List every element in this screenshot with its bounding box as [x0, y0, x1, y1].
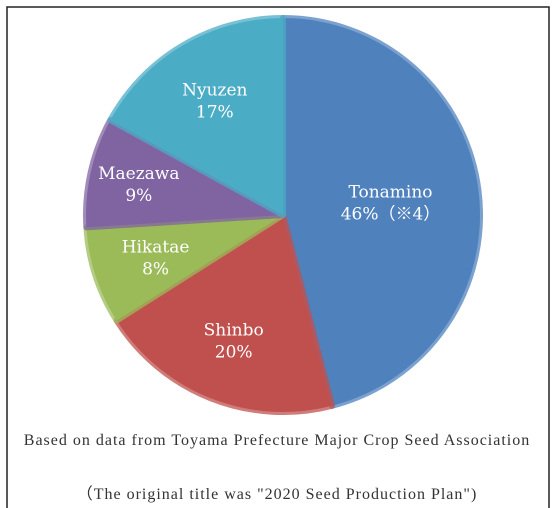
category-label: Maezawa — [98, 164, 179, 184]
note-text: （The original title was "2020 Seed Produ… — [76, 486, 478, 503]
category-label: Nyuzen — [182, 81, 247, 101]
slice-label: Tonamino 46%（※4） — [341, 182, 441, 224]
border — [6, 6, 550, 508]
slice-label: Hikatae 8% — [122, 237, 190, 279]
pie-slice — [280, 15, 483, 409]
value-label: 46%（※4） — [341, 204, 441, 224]
category-label: Shinbo — [204, 321, 264, 341]
value-label: 8% — [142, 259, 169, 279]
value-label: 9% — [125, 186, 152, 206]
pie-slice — [113, 212, 335, 415]
category-label: Tonamino — [348, 182, 432, 202]
slice-label: Nyuzen 17% — [182, 81, 247, 123]
pie-slice — [83, 117, 286, 231]
value-label: 17% — [196, 103, 234, 123]
pie-slice — [107, 15, 286, 218]
source-text: Based on data from Toyama Prefecture Maj… — [23, 432, 531, 449]
value-label: 20% — [215, 343, 253, 363]
category-label: Hikatae — [122, 237, 190, 257]
slice-label: Maezawa 9% — [98, 164, 179, 206]
slice-label: Shinbo 20% — [204, 321, 264, 363]
